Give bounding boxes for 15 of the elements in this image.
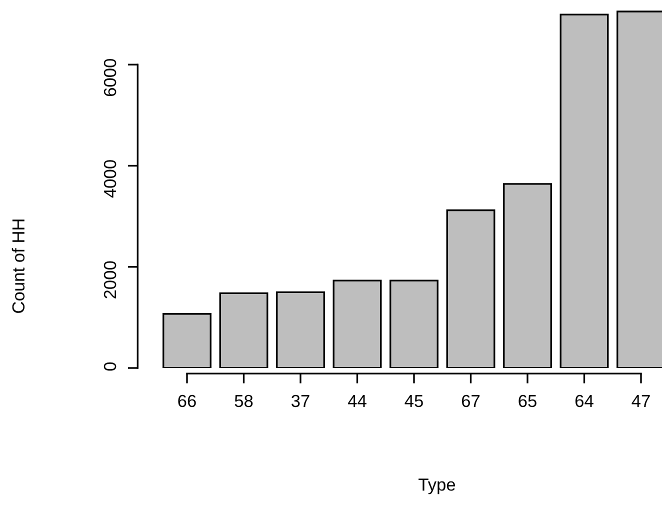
y-axis-title: Count of HH xyxy=(12,220,25,313)
y-tick-label: 4000 xyxy=(104,160,116,198)
y-tick-label: 2000 xyxy=(104,261,116,298)
x-tick-label: 58 xyxy=(234,394,253,408)
x-axis-title: Type xyxy=(418,478,456,494)
x-tick-label: 47 xyxy=(632,395,650,407)
y-tick-label: 0 xyxy=(104,362,116,371)
x-tick-label: 45 xyxy=(404,395,423,408)
x-tick-label: 67 xyxy=(462,394,480,408)
x-tick-label: 64 xyxy=(575,394,594,408)
x-tick-label: 66 xyxy=(178,394,196,408)
x-tick-label: 37 xyxy=(292,394,310,408)
x-tick-label: 44 xyxy=(348,395,366,407)
x-tick-label: 65 xyxy=(518,394,536,408)
y-tick-label: 6000 xyxy=(104,58,116,96)
